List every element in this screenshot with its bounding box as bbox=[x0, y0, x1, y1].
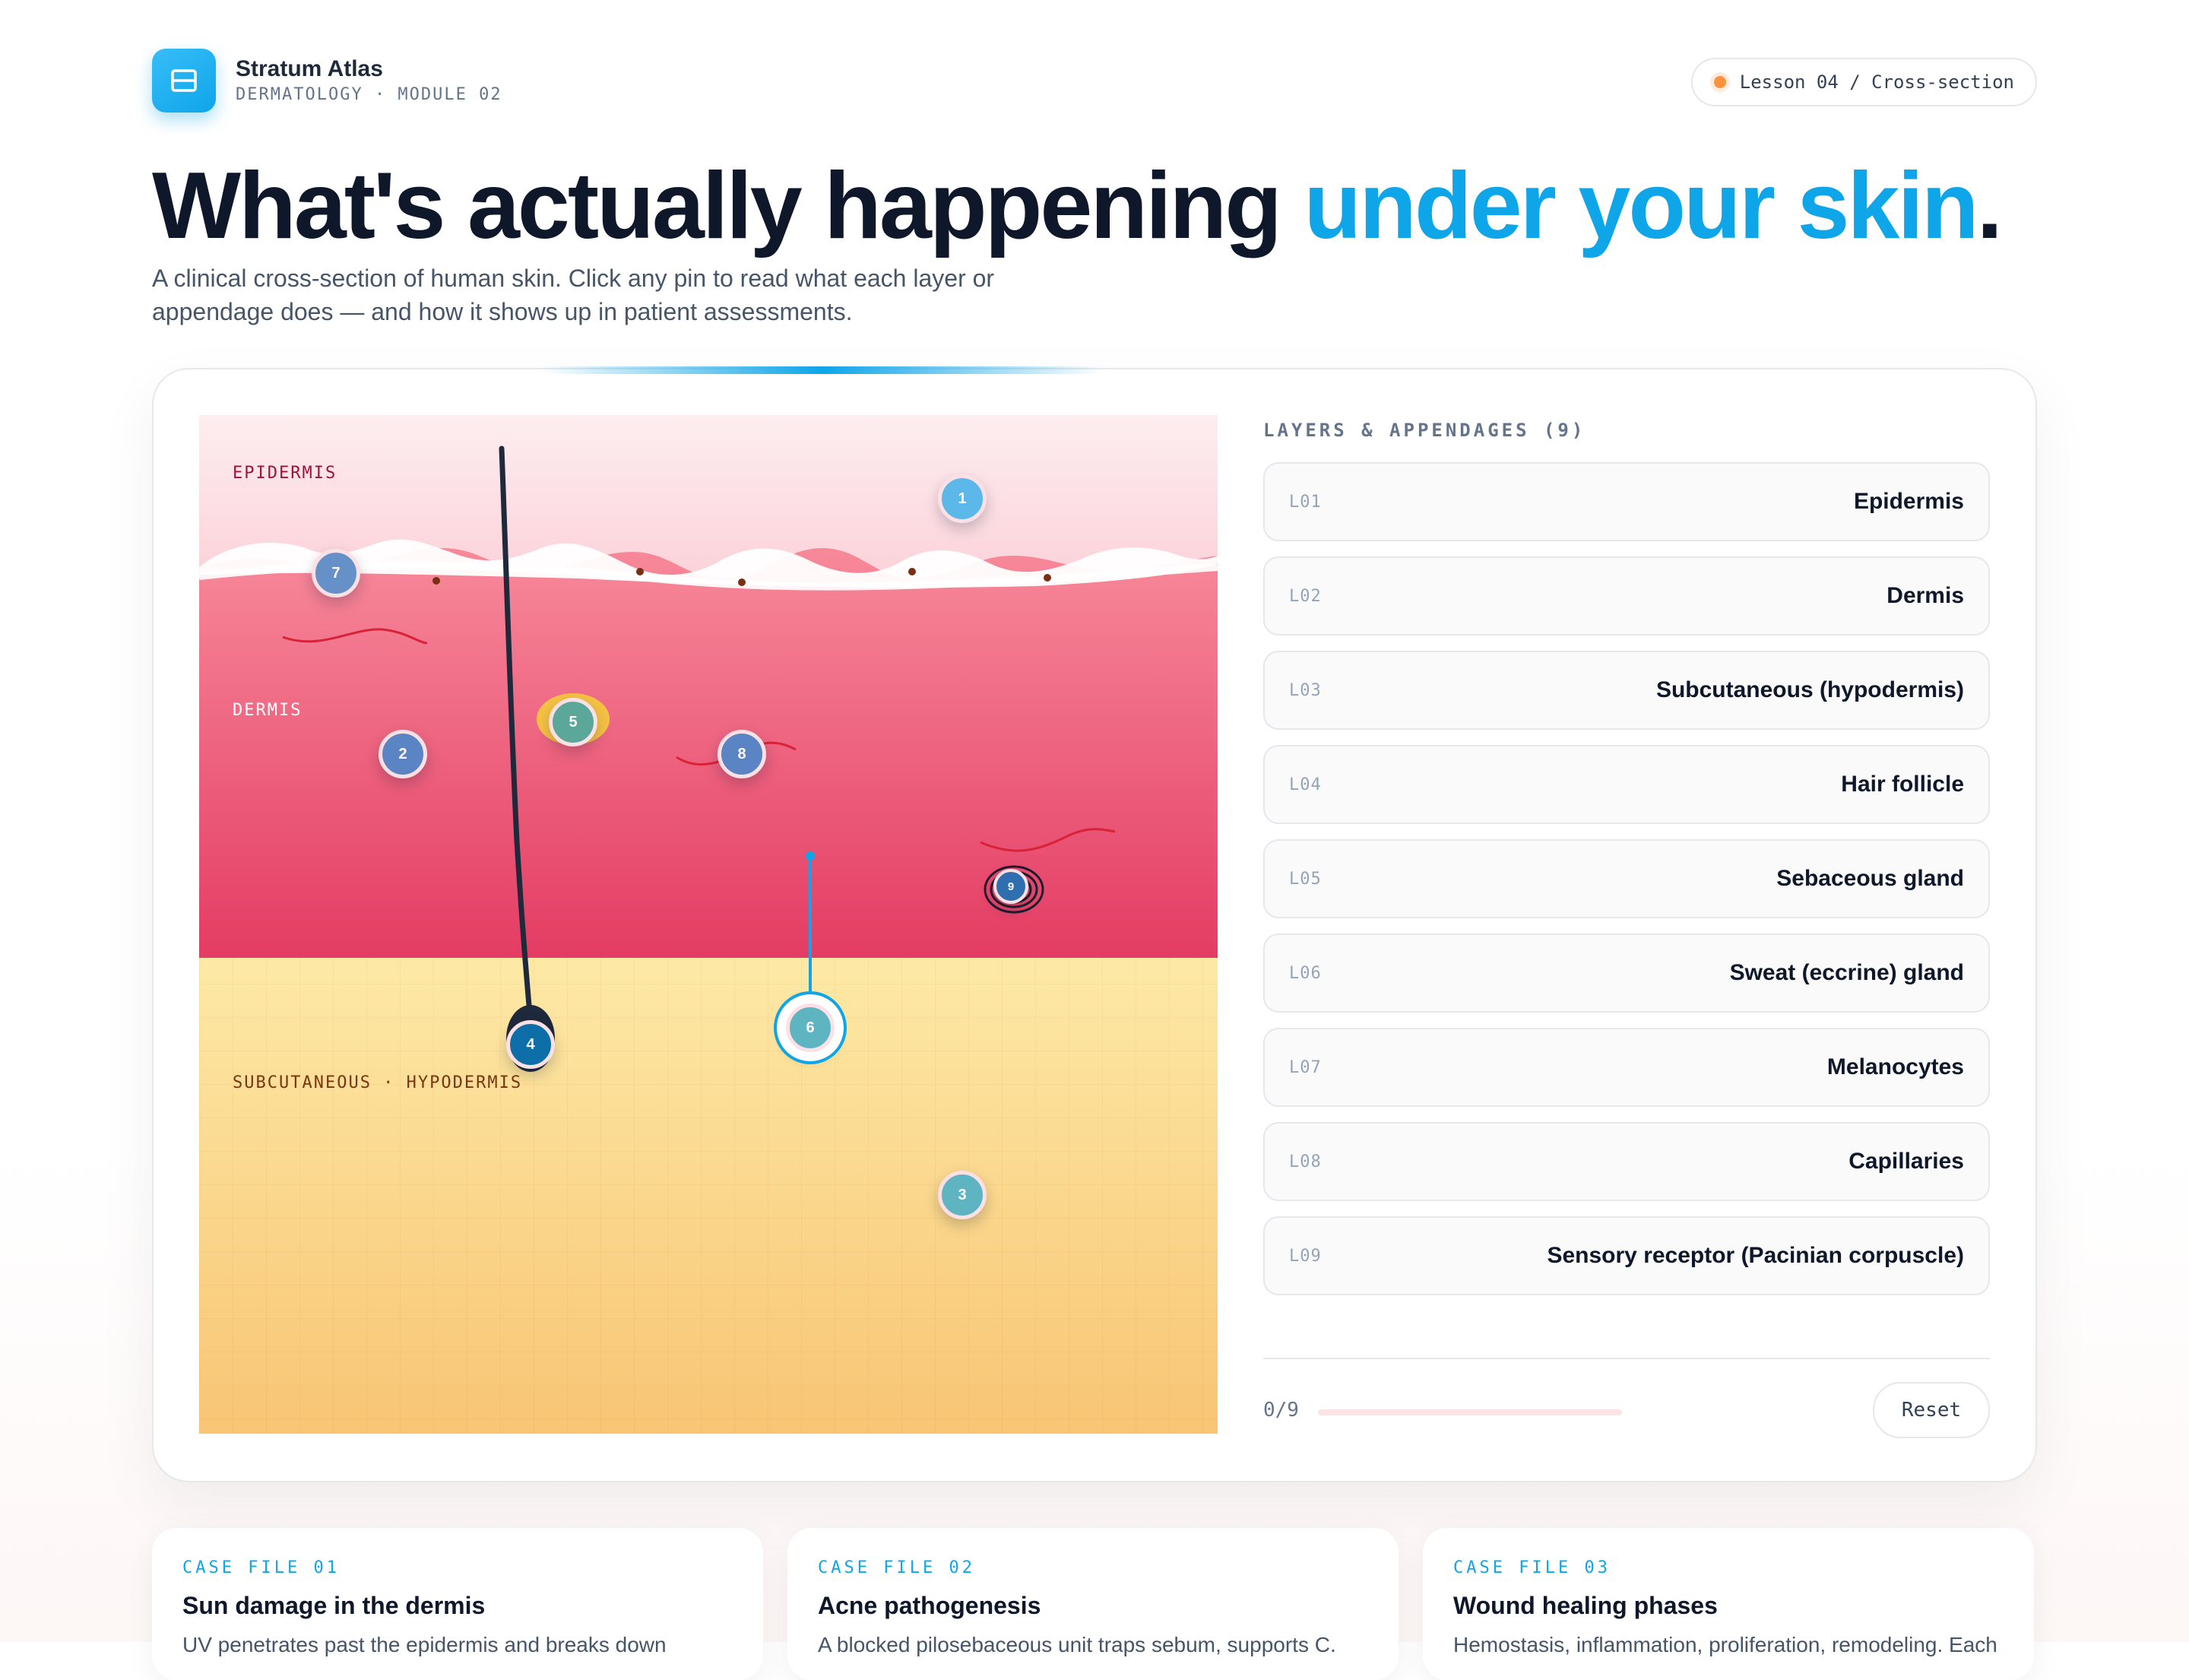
pin-4[interactable]: 4 bbox=[506, 1020, 555, 1069]
case-title: Wound healing phases bbox=[1453, 1592, 1718, 1619]
pin-5[interactable]: 5 bbox=[549, 698, 597, 746]
layer-item-sebaceous-gland[interactable]: L05 Sebaceous gland bbox=[1263, 839, 1990, 918]
skin-cross-section-diagram: EPIDERMIS DERMIS SUBCUTANEOUS · HYPODERM… bbox=[199, 415, 1218, 1434]
case-card-1[interactable]: CASE FILE 01 Sun damage in the dermis UV… bbox=[152, 1528, 763, 1680]
pin-1[interactable]: 1 bbox=[938, 474, 987, 523]
case-title: Sun damage in the dermis bbox=[182, 1592, 486, 1619]
layer-code: L08 bbox=[1289, 1152, 1322, 1171]
case-text: UV penetrates past the epidermis and bre… bbox=[182, 1633, 667, 1656]
layer-item-capillaries[interactable]: L08 Capillaries bbox=[1263, 1122, 1990, 1201]
layer-code: L02 bbox=[1289, 586, 1322, 606]
case-text: Hemostasis, inflammation, proliferation,… bbox=[1453, 1633, 1997, 1656]
case-tag: CASE FILE 03 bbox=[1453, 1558, 1611, 1577]
layer-name: Hair follicle bbox=[1841, 772, 1964, 797]
page-title: What's actually happening under your ski… bbox=[152, 149, 2003, 263]
case-card-2[interactable]: CASE FILE 02 Acne pathogenesis A blocked… bbox=[787, 1528, 1399, 1680]
panel-title: LAYERS & APPENDAGES (9) bbox=[1263, 420, 1586, 441]
case-title: Acne pathogenesis bbox=[818, 1592, 1041, 1619]
case-files: CASE FILE 01 Sun damage in the dermis UV… bbox=[152, 1528, 2034, 1680]
layer-item-melanocytes[interactable]: L07 Melanocytes bbox=[1263, 1028, 1990, 1107]
card-accent-bar bbox=[541, 366, 1104, 374]
progress-count: 0/9 bbox=[1263, 1399, 1299, 1422]
layer-item-epidermis[interactable]: L01 Epidermis bbox=[1263, 462, 1990, 541]
layer-code: L06 bbox=[1289, 963, 1322, 983]
status-dot-icon bbox=[1713, 76, 1726, 88]
title-main: What's actually happening bbox=[152, 154, 1282, 258]
layer-name: Melanocytes bbox=[1826, 1054, 1964, 1079]
layer-item-subcutaneous[interactable]: L03 Subcutaneous (hypodermis) bbox=[1263, 651, 1990, 730]
progress-bar bbox=[1318, 1409, 1622, 1415]
brand-name: Stratum Atlas bbox=[236, 56, 383, 81]
dermis-label: DERMIS bbox=[233, 701, 303, 720]
layer-name: Sebaceous gland bbox=[1776, 866, 1964, 891]
layer-list: L01 Epidermis L02 Dermis L03 Subcutaneous (… bbox=[1263, 462, 1990, 1295]
layer-code: L07 bbox=[1289, 1057, 1322, 1077]
skin-illustration bbox=[199, 415, 1218, 1434]
epidermis-label: EPIDERMIS bbox=[233, 464, 337, 483]
title-accent: under your skin bbox=[1304, 154, 1978, 258]
progress-footer: 0/9 Reset bbox=[1263, 1358, 1990, 1438]
layer-code: L01 bbox=[1289, 492, 1322, 512]
case-text: A blocked pilosebaceous unit traps sebum… bbox=[818, 1633, 1336, 1656]
pin-7[interactable]: 7 bbox=[312, 549, 360, 598]
layer-item-sensory-receptor[interactable]: L09 Sensory receptor (Pacinian corpuscle) bbox=[1263, 1216, 1990, 1295]
layer-item-sweat-gland[interactable]: L06 Sweat (eccrine) gland bbox=[1263, 934, 1990, 1013]
case-tag: CASE FILE 02 bbox=[818, 1558, 975, 1577]
layer-name: Dermis bbox=[1886, 583, 1964, 608]
pin-2[interactable]: 2 bbox=[379, 730, 427, 778]
brand: Stratum Atlas DERMATOLOGY · MODULE 02 bbox=[152, 49, 502, 113]
lesson-label: Lesson 04 / Cross-section bbox=[1739, 71, 2014, 93]
subcutaneous-label: SUBCUTANEOUS · HYPODERMIS bbox=[233, 1073, 523, 1092]
pin-9[interactable]: 9 bbox=[993, 869, 1028, 904]
pin-6[interactable]: 6 bbox=[786, 1003, 835, 1052]
layer-code: L03 bbox=[1289, 680, 1322, 700]
pin-8[interactable]: 8 bbox=[718, 730, 766, 778]
layers-panel: LAYERS & APPENDAGES (9) L01 Epidermis L02… bbox=[1263, 415, 1990, 1311]
layer-item-dermis[interactable]: L02 Dermis bbox=[1263, 556, 1990, 636]
pin-3[interactable]: 3 bbox=[938, 1171, 987, 1219]
lesson-badge: Lesson 04 / Cross-section bbox=[1690, 58, 2037, 106]
layer-code: L05 bbox=[1289, 869, 1322, 889]
layer-name: Sensory receptor (Pacinian corpuscle) bbox=[1547, 1243, 1964, 1268]
title-end: . bbox=[1976, 154, 2003, 258]
layer-item-hair-follicle[interactable]: L04 Hair follicle bbox=[1263, 745, 1990, 824]
page-description: A clinical cross-section of human skin. … bbox=[152, 265, 995, 325]
case-tag: CASE FILE 01 bbox=[182, 1558, 340, 1577]
layer-code: L04 bbox=[1289, 775, 1322, 794]
layer-code: L09 bbox=[1289, 1246, 1322, 1266]
skin-explorer-card: EPIDERMIS DERMIS SUBCUTANEOUS · HYPODERM… bbox=[152, 366, 2037, 1482]
book-layers-icon bbox=[152, 49, 216, 113]
case-card-3[interactable]: CASE FILE 03 Wound healing phases Hemost… bbox=[1423, 1528, 2034, 1680]
layer-name: Subcutaneous (hypodermis) bbox=[1655, 677, 1964, 702]
layer-name: Epidermis bbox=[1853, 489, 1964, 514]
layer-name: Capillaries bbox=[1848, 1149, 1964, 1174]
layer-name: Sweat (eccrine) gland bbox=[1729, 960, 1964, 985]
reset-button[interactable]: Reset bbox=[1873, 1382, 1990, 1438]
brand-subtitle: DERMATOLOGY · MODULE 02 bbox=[236, 85, 502, 104]
